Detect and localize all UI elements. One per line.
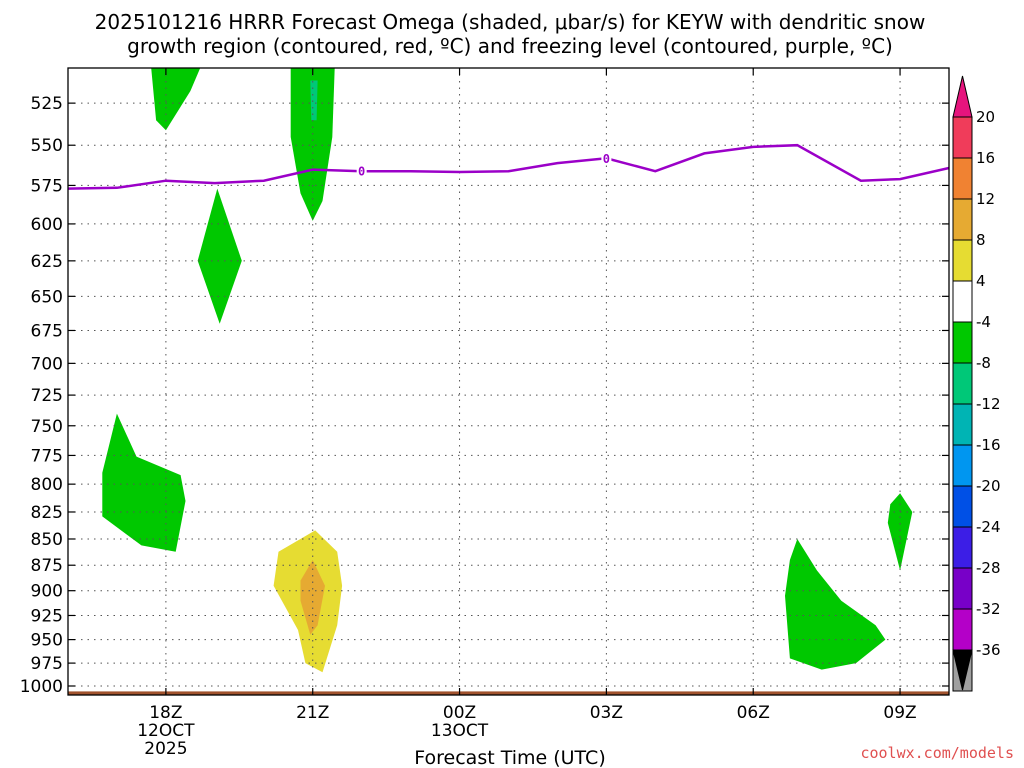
freezing-level-contour: 00 [67, 143, 950, 190]
y-tick-label: 625 [31, 252, 63, 272]
y-axis-pressure: 525 550 575 600 625 650 675 700 725 750 775 800 825 8… [20, 94, 949, 697]
green-blob-mid-left [102, 413, 186, 552]
plot-frame [67, 67, 950, 696]
x-tick-label: 13OCT [431, 721, 489, 741]
x-tick-label: 12OCT [137, 721, 195, 741]
terrain-layer [68, 691, 949, 695]
y-tick-label: 925 [31, 606, 63, 626]
green-diamond-upper [197, 188, 242, 324]
chart-title-line2: growth region (contoured, red, ºC) and f… [127, 34, 893, 58]
colorbar-bottom-arrow [952, 649, 973, 691]
colorbar-tick-label: -8 [976, 354, 991, 372]
colorbar-swatch [952, 198, 973, 241]
colorbar-swatch [952, 157, 973, 200]
x-tick-label: 09Z [883, 703, 916, 723]
colorbar-swatch [952, 321, 973, 364]
plot-area: 00 [67, 67, 950, 696]
x-tick-label: 00Z [443, 703, 476, 723]
y-tick-label: 675 [31, 321, 63, 341]
y-tick-label: 850 [31, 530, 63, 550]
y-tick-label: 775 [31, 446, 63, 466]
colorbar-tick-label: -16 [976, 436, 1001, 454]
terrain-band [68, 691, 949, 695]
y-tick-label: 525 [31, 94, 63, 114]
y-tick-label: 975 [31, 654, 63, 674]
y-tick-label: 750 [31, 417, 63, 437]
y-tick-label: 550 [31, 136, 63, 156]
chart-title-line1: 2025101216 HRRR Forecast Omega (shaded, … [95, 10, 926, 34]
y-tick-label: 725 [31, 386, 63, 406]
colorbar-swatch [952, 526, 973, 569]
y-tick-label: 950 [31, 631, 63, 651]
y-tick-label: 600 [31, 215, 63, 235]
x-tick-label: 06Z [737, 703, 770, 723]
y-tick-label: 650 [31, 287, 63, 307]
colorbar-swatch [952, 485, 973, 528]
colorbar-swatch [952, 239, 973, 282]
green-blob-lower-right [785, 539, 886, 670]
colorbar-swatch [952, 116, 973, 159]
colorbar-swatch [952, 280, 973, 323]
credit-text: coolwx.com/models [860, 744, 1014, 762]
y-tick-label: 1000 [20, 677, 63, 697]
y-tick-label: 800 [31, 475, 63, 495]
colorbar-tick-label: 8 [976, 231, 986, 249]
freezing-level-label: 0 [603, 152, 610, 166]
colorbar-swatch [952, 608, 973, 651]
x-axis-label: Forecast Time (UTC) [414, 747, 605, 768]
colorbar-swatch [952, 403, 973, 446]
colorbar-swatch [952, 444, 973, 487]
colorbar-tick-label: -28 [976, 559, 1001, 577]
colorbar-tick-label: -36 [976, 641, 1001, 659]
colorbar-tick-label: 16 [976, 149, 995, 167]
freezing-label-bg [601, 150, 612, 166]
y-tick-label: 575 [31, 176, 63, 196]
y-tick-label: 700 [31, 354, 63, 374]
colorbar-tick-label: -24 [976, 518, 1001, 536]
green-blob-top-center [290, 68, 335, 221]
green-streak-right [887, 493, 913, 571]
colorbar-legend: 20 16 12 8 4 -4 -8 -12 -16 -20 -24 -28 -32 -36 [952, 75, 1001, 692]
grid-lines [68, 68, 949, 695]
colorbar-tick-label: 20 [976, 108, 995, 126]
colorbar-swatch [952, 362, 973, 405]
x-tick-label: 21Z [296, 703, 329, 723]
x-tick-label: 18Z [149, 703, 182, 723]
colorbar-tick-label: -12 [976, 395, 1001, 413]
freezing-level-line [67, 143, 950, 190]
x-tick-label: 03Z [590, 703, 623, 723]
colorbar-tick-label: 4 [976, 272, 986, 290]
freezing-label-bg [356, 163, 367, 179]
y-tick-label: 900 [31, 582, 63, 602]
colorbar-swatch [952, 567, 973, 610]
teal-streak-top-center [310, 80, 318, 121]
x-tick-label: 2025 [144, 739, 187, 759]
colorbar-top-arrow [952, 75, 973, 118]
colorbar-tick-label: 12 [976, 190, 995, 208]
orange-core-lower-center [300, 560, 325, 635]
y-tick-label: 825 [31, 503, 63, 523]
omega-shaded-regions [102, 68, 913, 673]
colorbar-tick-label: -4 [976, 313, 991, 331]
y-tick-label: 875 [31, 556, 63, 576]
colorbar-tick-label: -32 [976, 600, 1001, 618]
freezing-level-label: 0 [358, 165, 365, 179]
colorbar-tick-label: -20 [976, 477, 1001, 495]
green-blob-top-left [151, 68, 201, 131]
